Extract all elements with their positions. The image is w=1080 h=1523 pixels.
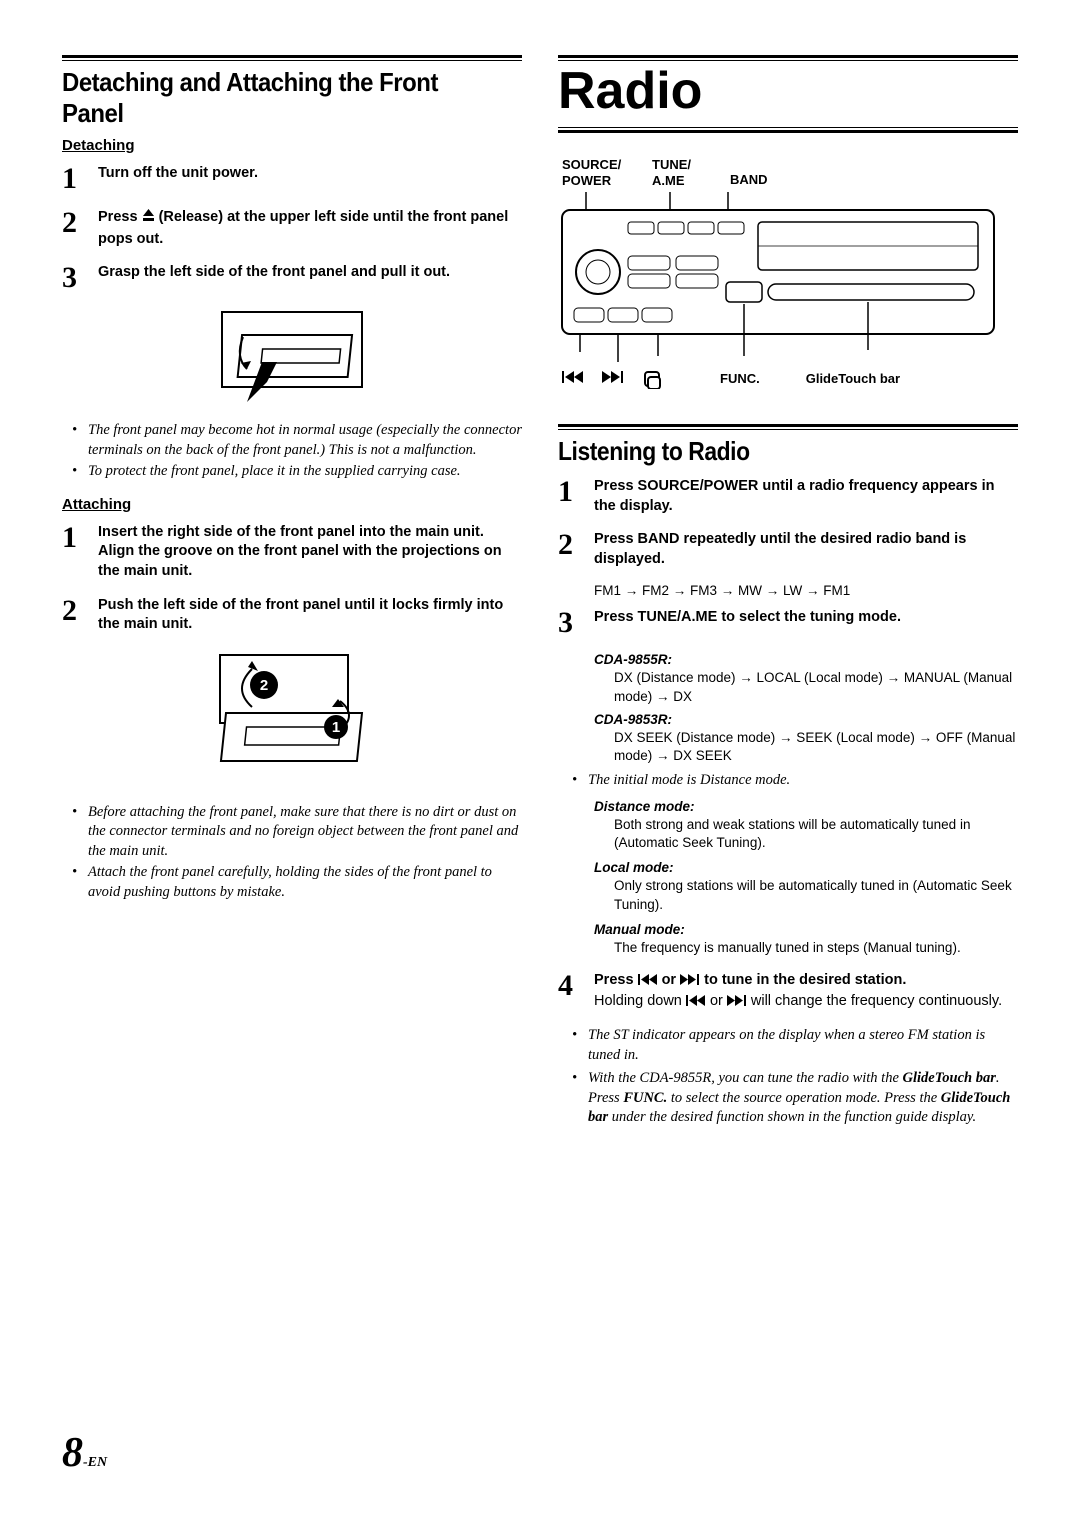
listen-step-3: 3 Press TUNE/A.ME to select the tuning m… [558,608,1018,638]
detach-step-3: 3 Grasp the left side of the front panel… [62,263,522,293]
skip-fwd-icon [680,972,700,992]
step-text: Turn off the unit power. [98,164,522,184]
step-text: Press (Release) at the upper left side u… [98,208,522,249]
attach-notes: Before attaching the front panel, make s… [62,803,522,903]
detach-notes: The front panel may become hot in normal… [62,421,522,482]
note-item: Attach the front panel carefully, holdin… [72,863,522,902]
label-band: BAND [730,157,780,188]
svg-text:2: 2 [260,677,268,694]
manual-mode-label: Manual mode: [594,922,1018,937]
attach-step-2: 2 Push the left side of the front panel … [62,596,522,635]
step-text: Push the left side of the front panel un… [98,596,522,635]
left-section-title: Detaching and Attaching the Front Panel [62,67,485,129]
local-mode-label: Local mode: [594,860,1018,875]
note-item: With the CDA-9855R, you can tune the rad… [572,1069,1018,1128]
unit-diagram [558,192,998,362]
step-text: Press or to tune in the desired station.… [594,971,1018,1012]
step-number: 4 [558,971,580,1001]
band-flow: FM1 → FM2 → FM3 → MW → LW → FM1 [594,583,1018,598]
step-number: 2 [62,596,84,626]
step-number: 1 [62,164,84,194]
page-number: 8-EN [62,1429,107,1477]
step-text: Press SOURCE/POWER until a radio frequen… [594,477,1018,516]
skip-back-icon [562,371,584,386]
note-item: The ST indicator appears on the display … [572,1026,1018,1065]
note-item: The initial mode is Distance mode. [572,771,1018,791]
step-number: 2 [558,530,580,560]
listen-step-4: 4 Press or to tune in the desired statio… [558,971,1018,1012]
chapter-title: Radio [558,61,1018,121]
step-text: Grasp the left side of the front panel a… [98,263,522,283]
local-mode-body: Only strong stations will be automatical… [614,877,1018,913]
step-text: Press TUNE/A.ME to select the tuning mod… [594,608,1018,628]
distance-mode-body: Both strong and weak stations will be au… [614,816,1018,852]
model-b-body: DX SEEK (Distance mode) → SEEK (Local mo… [614,729,1018,765]
detach-illustration [217,307,367,407]
label-func: FUNC. [720,371,760,386]
attaching-subhead: Attaching [62,496,522,513]
attach-illustration: 2 1 [212,649,372,789]
manual-mode-body: The frequency is manually tuned in steps… [614,939,1018,957]
attach-step-1: 1 Insert the right side of the front pan… [62,523,522,582]
step-text: Insert the right side of the front panel… [98,523,522,582]
step-number: 2 [62,208,84,238]
step-number: 3 [62,263,84,293]
detaching-subhead: Detaching [62,137,522,154]
model-a-label: CDA-9855R: [594,652,1018,667]
step-number: 1 [62,523,84,553]
label-glidetouch: GlideTouch bar [806,371,900,386]
func-icon [644,371,662,392]
final-notes: The ST indicator appears on the display … [558,1026,1018,1128]
listening-title: Listening to Radio [558,436,963,467]
note-item: Before attaching the front panel, make s… [72,803,522,862]
skip-back-icon [638,972,658,992]
detach-step-2: 2 Press (Release) at the upper left side… [62,208,522,249]
skip-back-icon [686,993,706,1013]
distance-mode-label: Distance mode: [594,799,1018,814]
initial-mode-note: The initial mode is Distance mode. [558,771,1018,791]
listen-step-1: 1 Press SOURCE/POWER until a radio frequ… [558,477,1018,516]
step-number: 1 [558,477,580,507]
skip-fwd-icon [727,993,747,1013]
step-number: 3 [558,608,580,638]
eject-icon [142,209,155,230]
skip-fwd-icon [602,371,624,386]
note-item: To protect the front panel, place it in … [72,462,522,482]
diagram-bottom-labels: FUNC. GlideTouch bar [562,371,1018,392]
detach-step-1: 1 Turn off the unit power. [62,164,522,194]
label-source-power: SOURCE/POWER [562,157,632,188]
step-text: Press BAND repeatedly until the desired … [594,530,1018,569]
label-tune-ame: TUNE/A.ME [652,157,710,188]
model-a-body: DX (Distance mode) → LOCAL (Local mode) … [614,669,1018,705]
model-b-label: CDA-9853R: [594,712,1018,727]
svg-text:1: 1 [332,719,340,736]
listen-step-2: 2 Press BAND repeatedly until the desire… [558,530,1018,569]
diagram-top-labels: SOURCE/POWER TUNE/A.ME BAND [562,157,1018,188]
note-item: The front panel may become hot in normal… [72,421,522,460]
